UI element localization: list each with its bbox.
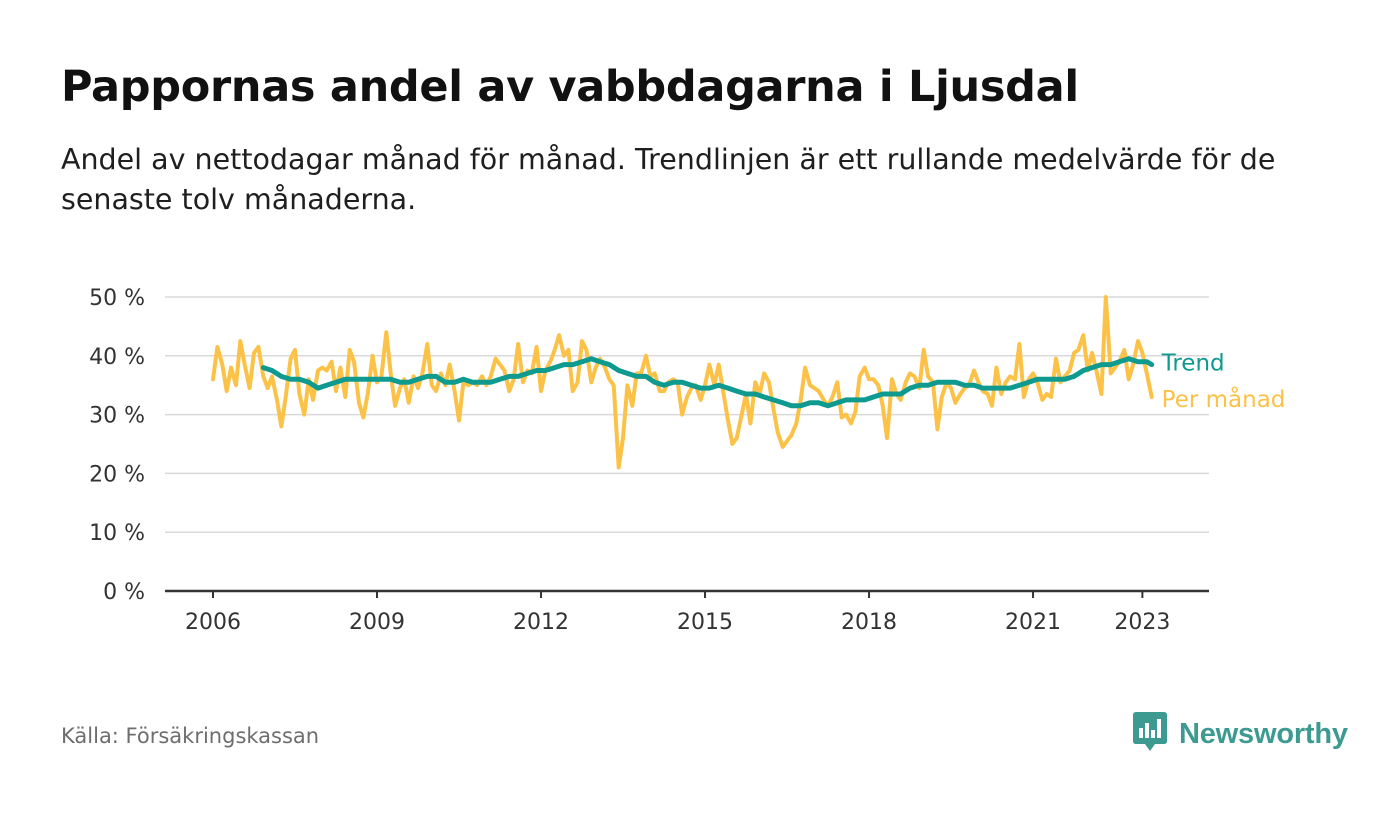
brand-logo: Newsworthy [1133, 712, 1348, 756]
y-axis-ticks: 0 % 10 % 20 % 30 % 40 % 50 % [89, 286, 145, 605]
y-tick-label: 30 % [89, 404, 145, 429]
y-tick-label: 50 % [89, 286, 145, 311]
series-lines [211, 295, 1155, 470]
x-tick-label: 2006 [185, 610, 241, 635]
x-axis-ticks: 2006 2009 2012 2015 2018 2021 2023 [185, 591, 1170, 635]
x-tick-label: 2021 [1005, 610, 1061, 635]
y-tick-label: 10 % [89, 521, 145, 546]
series-label-trend: Trend [1161, 351, 1225, 377]
x-tick-label: 2023 [1114, 610, 1170, 635]
chart-title: Pappornas andel av vabbdagarna i Ljusdal [61, 62, 1079, 112]
series-labels: Per månad Trend [1161, 351, 1286, 413]
series-line-trend [260, 356, 1155, 409]
x-tick-label: 2018 [841, 610, 897, 635]
x-tick-label: 2009 [349, 610, 405, 635]
y-tick-label: 0 % [103, 580, 145, 605]
x-tick-label: 2012 [513, 610, 569, 635]
chart-subtitle: Andel av nettodagar månad för månad. Tre… [61, 143, 1276, 216]
newsworthy-logo-icon [1133, 712, 1167, 756]
y-tick-label: 40 % [89, 345, 145, 370]
source-note: Källa: Försäkringskassan [61, 724, 320, 748]
gridlines [165, 296, 1209, 593]
y-tick-label: 20 % [89, 462, 145, 487]
series-label-monthly: Per månad [1162, 385, 1286, 413]
brand-name: Newsworthy [1179, 717, 1348, 750]
x-tick-label: 2015 [677, 610, 733, 635]
